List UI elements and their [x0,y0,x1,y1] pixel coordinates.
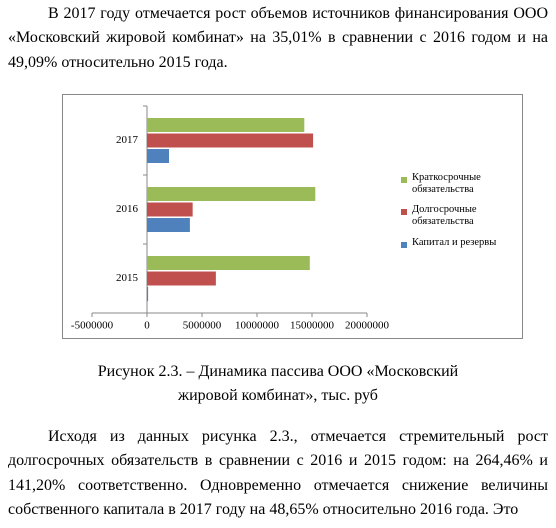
y-tick-label: 2015 [116,272,139,284]
x-tick-label: 15000000 [290,320,335,332]
x-tick-label: 20000000 [345,320,390,332]
legend-label: Капитал и резервы [412,237,497,248]
bar [147,218,190,232]
bar [147,271,216,286]
bar [147,149,169,163]
y-tick-label: 2017 [116,134,139,146]
x-tick-label: 10000000 [235,320,280,332]
x-tick-label: 5000000 [183,320,222,332]
legend-swatch [401,209,407,215]
bar [147,133,314,148]
legend-swatch [401,242,407,248]
paragraph: В 2017 году отмечается рост объемов исто… [8,5,548,71]
bar [147,202,193,217]
bar [147,118,305,132]
paragraph: Исходя из данных рисунка 2.3., отмечаетс… [8,428,548,518]
x-tick-label: -5000000 [71,320,114,332]
x-tick-label: 0 [144,320,150,332]
bar [147,256,310,270]
bar [147,187,316,201]
legend-label: Краткосрочные обязательства [412,172,481,195]
bar [147,287,149,301]
legend-swatch [401,177,407,183]
y-tick-label: 2016 [116,203,139,215]
legend-label: Долгосрочные обязательства [412,204,477,227]
figure-caption: Рисунок 2.3. – Динамика пассива ООО «Мос… [97,363,459,404]
